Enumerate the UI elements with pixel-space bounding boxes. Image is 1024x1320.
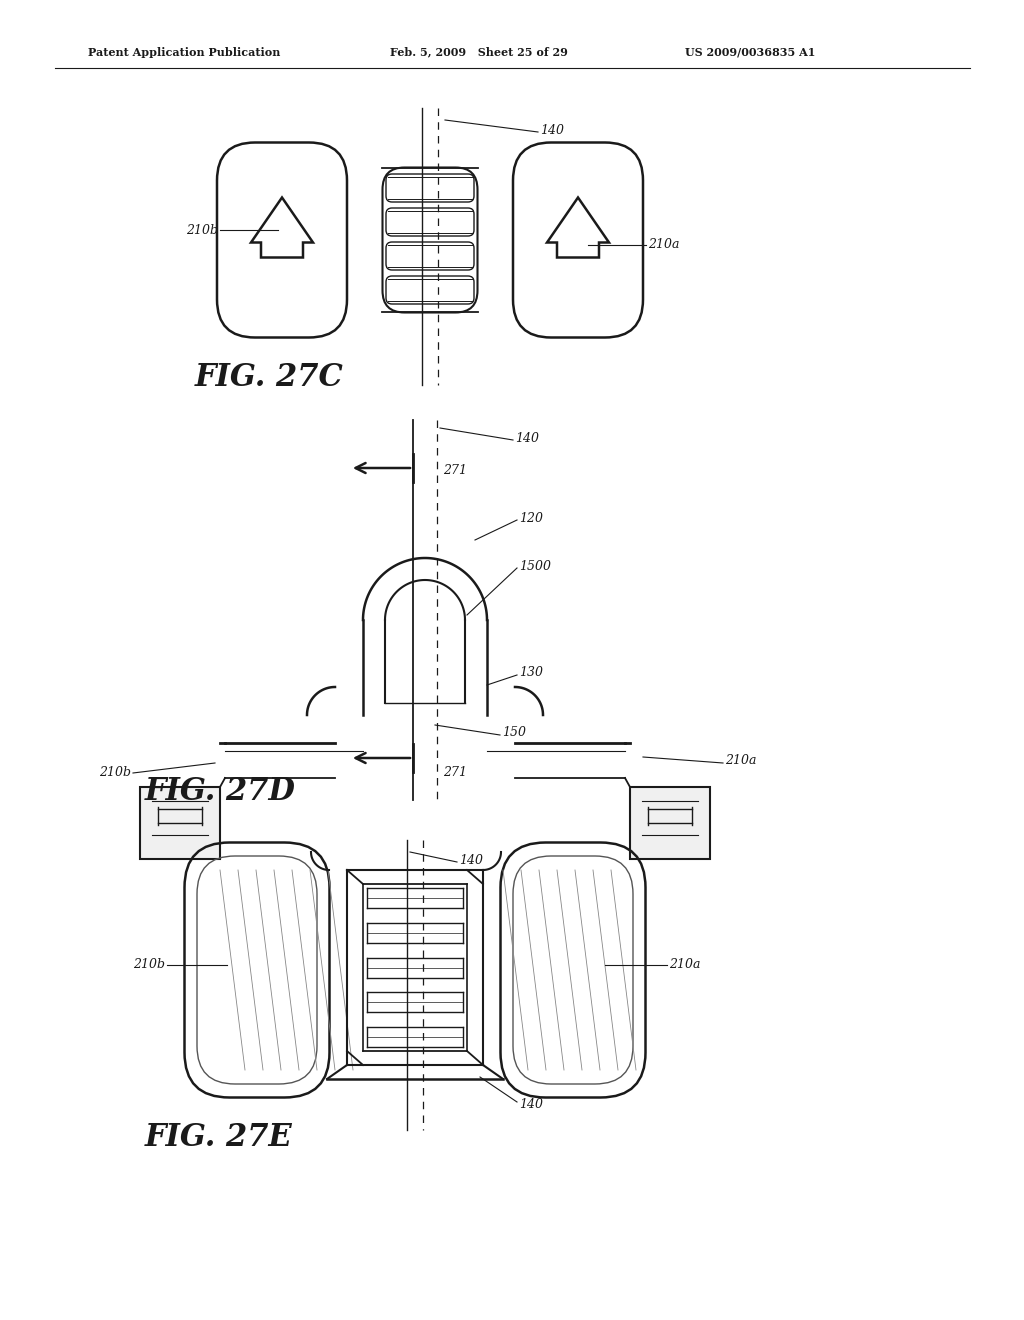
Text: 1500: 1500 — [519, 560, 551, 573]
Text: FIG. 27C: FIG. 27C — [195, 363, 344, 393]
Text: 140: 140 — [540, 124, 564, 136]
Text: 210b: 210b — [186, 223, 218, 236]
Text: 150: 150 — [502, 726, 526, 739]
Text: 120: 120 — [519, 511, 543, 524]
Text: 210b: 210b — [99, 767, 131, 780]
Text: 140: 140 — [519, 1097, 543, 1110]
Text: Feb. 5, 2009   Sheet 25 of 29: Feb. 5, 2009 Sheet 25 of 29 — [390, 46, 568, 58]
Polygon shape — [251, 198, 313, 257]
Text: 210a: 210a — [725, 755, 757, 767]
Text: 210b: 210b — [133, 958, 165, 972]
Text: 140: 140 — [515, 432, 539, 445]
Text: FIG. 27E: FIG. 27E — [145, 1122, 293, 1154]
Text: 210a: 210a — [669, 958, 700, 972]
Text: 210a: 210a — [648, 239, 680, 252]
Text: 271: 271 — [443, 463, 467, 477]
Text: Patent Application Publication: Patent Application Publication — [88, 46, 281, 58]
Text: 130: 130 — [519, 667, 543, 680]
FancyBboxPatch shape — [630, 787, 710, 859]
Text: US 2009/0036835 A1: US 2009/0036835 A1 — [685, 46, 815, 58]
Text: 271: 271 — [443, 766, 467, 779]
Text: 140: 140 — [459, 854, 483, 866]
Text: FIG. 27D: FIG. 27D — [145, 776, 296, 808]
FancyBboxPatch shape — [140, 787, 220, 859]
Polygon shape — [547, 198, 609, 257]
